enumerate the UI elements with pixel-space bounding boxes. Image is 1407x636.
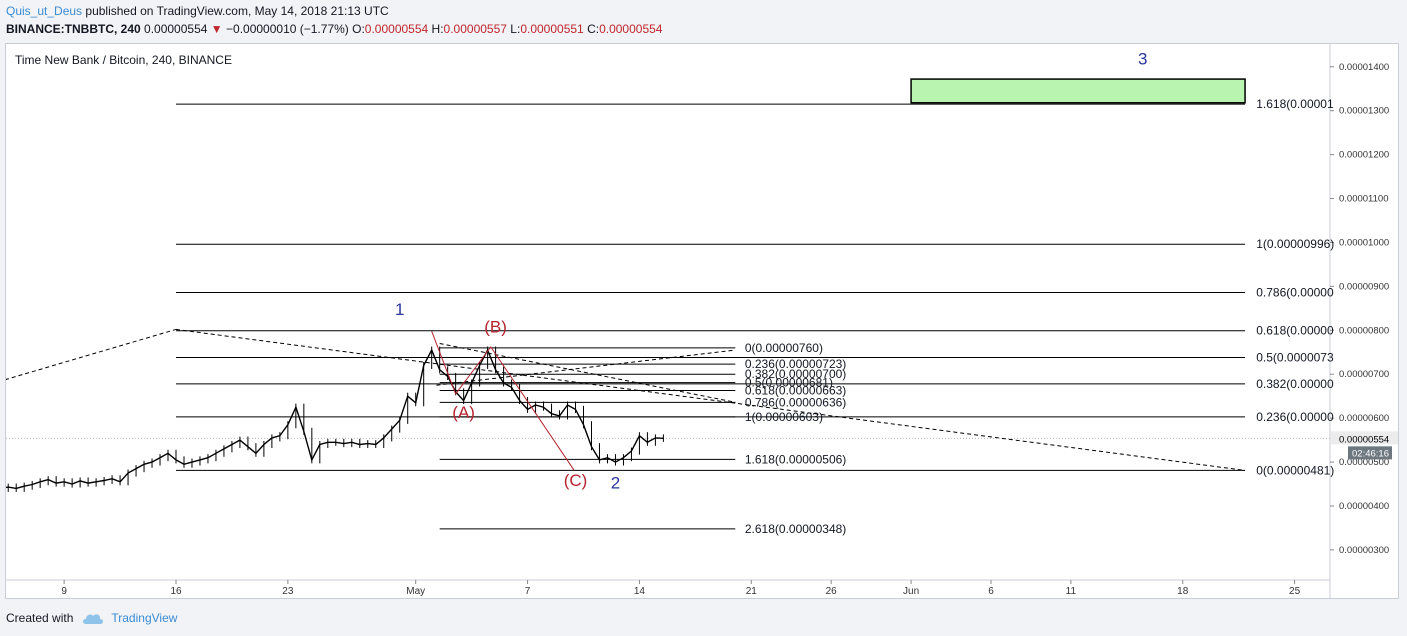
price-line bbox=[6, 348, 664, 490]
x-tick-label: 11 bbox=[1066, 586, 1077, 597]
countdown-badge bbox=[1348, 446, 1392, 460]
open-value: 0.00000554 bbox=[364, 22, 429, 36]
x-tick-label: 25 bbox=[1289, 586, 1301, 597]
fib-retracement-label: 0(0.00000760) bbox=[745, 341, 823, 355]
high-value: 0.00000557 bbox=[443, 22, 507, 36]
x-tick-label: 9 bbox=[61, 586, 67, 597]
wave-label: (A) bbox=[452, 403, 475, 422]
x-tick-label: 16 bbox=[170, 586, 182, 597]
wave-label: (B) bbox=[484, 317, 507, 336]
tradingview-cloud-icon bbox=[83, 614, 104, 624]
y-tick-label: 0.00001400 bbox=[1339, 62, 1389, 73]
y-tick-label: 0.00001000 bbox=[1339, 237, 1389, 248]
trend-line-dashed bbox=[439, 342, 736, 403]
price-change: −0.00000010 (−1.77%) bbox=[226, 22, 349, 36]
fib-extension-label: 0.618(0.00000 bbox=[1256, 324, 1334, 338]
y-tick-label: 0.00001200 bbox=[1339, 150, 1389, 161]
tradingview-link[interactable]: TradingView bbox=[111, 611, 178, 625]
wave-label: (C) bbox=[564, 471, 588, 490]
trend-line-dashed bbox=[436, 349, 736, 386]
publish-info: Quis_ut_Deus published on TradingView.co… bbox=[6, 4, 389, 18]
trend-line-dashed bbox=[175, 328, 1246, 471]
fib-extension-label: 0.236(0.00000 bbox=[1256, 410, 1334, 424]
target-zone-box bbox=[910, 78, 1246, 104]
chart-title: Time New Bank / Bitcoin, 240, BINANCE bbox=[15, 53, 232, 67]
price-chart[interactable]: Time New Bank / Bitcoin, 240, BINANCE 0.0… bbox=[6, 44, 1398, 598]
fib-retracement-label: 0.618(0.00000663) bbox=[745, 383, 846, 397]
fib-retracement-label: 1(0.00000603) bbox=[745, 410, 823, 424]
publish-text: published on TradingView.com, May 14, 20… bbox=[85, 4, 389, 18]
author-link[interactable]: Quis_ut_Deus bbox=[6, 4, 83, 18]
low-label: L: bbox=[510, 22, 521, 36]
last-price: 0.00000554 bbox=[144, 22, 208, 36]
symbol-ohlc-line: BINANCE:TNBBTC, 240 0.00000554 ▼ −0.0000… bbox=[6, 22, 662, 36]
last-price-badge-text: 0.00000554 bbox=[1339, 434, 1389, 445]
fib-extension-label: 1(0.00000996) bbox=[1256, 237, 1334, 251]
y-tick-label: 0.00001300 bbox=[1339, 106, 1389, 117]
fib-retracement-label: 2.618(0.00000348) bbox=[745, 522, 846, 536]
close-label: C: bbox=[587, 22, 600, 36]
chart-panel[interactable]: Time New Bank / Bitcoin, 240, BINANCE 0.0… bbox=[5, 43, 1399, 599]
fib-retracement-label: 1.618(0.00000506) bbox=[745, 452, 846, 466]
y-tick-label: 0.00000300 bbox=[1339, 545, 1389, 556]
x-tick-label: 18 bbox=[1177, 586, 1189, 597]
fib-retracement-label: 0.382(0.00000700) bbox=[745, 367, 846, 381]
y-tick-label: 0.00000400 bbox=[1339, 501, 1389, 512]
fib-retracement-label: 0.5(0.00000681) bbox=[745, 376, 833, 390]
fib-retracement-label: 0.236(0.00000723) bbox=[745, 357, 846, 371]
trend-line-dashed bbox=[6, 328, 177, 380]
x-tick-label: Jun bbox=[903, 586, 919, 597]
low-value: 0.00000551 bbox=[520, 22, 584, 36]
fib-retracement-label: 0.786(0.00000636) bbox=[745, 395, 846, 409]
x-tick-label: May bbox=[406, 586, 425, 597]
fib-extension-label: 1.618(0.00001 bbox=[1256, 97, 1334, 111]
y-tick-label: 0.00000700 bbox=[1339, 369, 1389, 380]
x-tick-label: 21 bbox=[746, 586, 758, 597]
footer: Created with TradingView bbox=[6, 611, 177, 625]
high-label: H: bbox=[431, 22, 444, 36]
close-value: 0.00000554 bbox=[599, 22, 663, 36]
x-tick-label: 6 bbox=[988, 586, 994, 597]
last-price-badge bbox=[1331, 431, 1398, 445]
x-tick-label: 23 bbox=[282, 586, 294, 597]
y-tick-label: 0.00000900 bbox=[1339, 281, 1389, 292]
wave-abc-line bbox=[431, 331, 575, 471]
created-with-text: Created with bbox=[6, 611, 74, 625]
wave-label: 1 bbox=[395, 300, 404, 319]
wave-label: 2 bbox=[611, 473, 620, 492]
y-tick-label: 0.00000800 bbox=[1339, 325, 1389, 336]
wave-label: 3 bbox=[1138, 50, 1147, 69]
symbol-label: BINANCE:TNBBTC, 240 bbox=[6, 22, 141, 36]
fib-extension-label: 0(0.00000481) bbox=[1256, 463, 1334, 477]
down-arrow-icon: ▼ bbox=[210, 22, 223, 36]
x-tick-label: 7 bbox=[525, 586, 531, 597]
y-tick-label: 0.00001100 bbox=[1339, 194, 1389, 205]
open-label: O: bbox=[352, 22, 365, 36]
fib-extension-label: 0.5(0.0000073 bbox=[1256, 351, 1334, 365]
y-tick-label: 0.00000600 bbox=[1339, 413, 1389, 424]
fib-extension-label: 0.786(0.00000 bbox=[1256, 286, 1334, 300]
x-tick-label: 14 bbox=[634, 586, 646, 597]
countdown-text: 02:46:16 bbox=[1352, 448, 1389, 459]
fib-extension-label: 0.382(0.00000 bbox=[1256, 377, 1334, 391]
x-tick-label: 26 bbox=[826, 586, 838, 597]
y-tick-label: 0.00000500 bbox=[1339, 457, 1389, 468]
